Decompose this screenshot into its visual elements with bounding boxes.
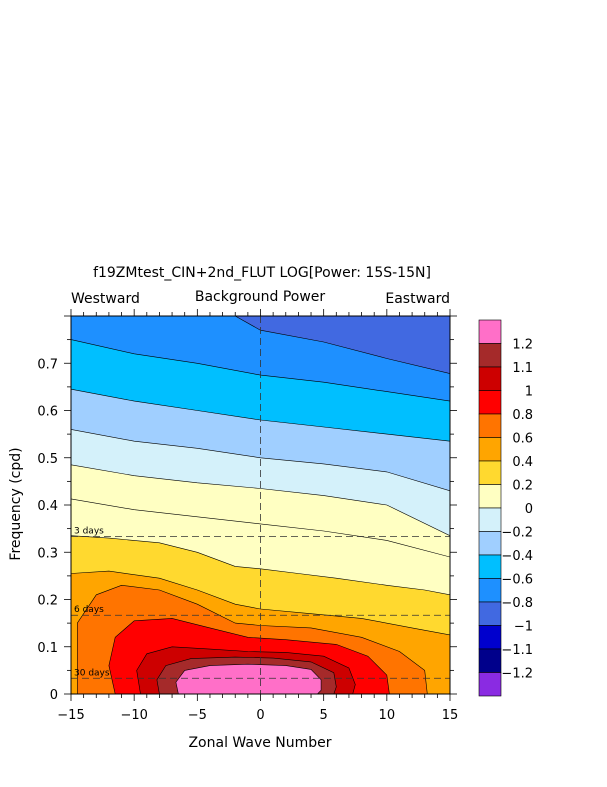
colorbar-label: 0.4 [512,455,533,470]
y-axis-label: Frequency (cpd) [8,447,24,560]
y-tick-label: 0.5 [37,452,58,467]
chart-subtitle: Background Power [195,289,326,305]
x-axis-label: Zonal Wave Number [188,735,331,751]
colorbar-swatch [478,390,502,415]
colorbar-swatch [478,437,502,462]
colorbar-swatch [478,601,502,626]
colorbar-label: −0.2 [501,526,533,541]
colorbar-swatch [478,507,502,532]
colorbar: 1.2 1.1 1 0.8 0.6 0.4 0.2 0 −0.2 −0.4 −0.6 −0.8 −1 −1… [478,319,533,697]
colorbar-swatch [478,413,502,438]
colorbar-label: −0.8 [501,596,533,611]
colorbar-swatch [478,578,502,603]
colorbar-swatch [478,343,502,368]
colorbar-label: 0.6 [512,432,533,447]
colorbar-swatch-bottom [478,672,502,697]
colorbar-swatch [478,484,502,509]
colorbar-swatch [478,625,502,650]
contour-band-6 [235,316,450,374]
colorbar-swatch [478,366,502,391]
colorbar-label: 1.1 [512,361,533,376]
y-tick-label: 0.2 [37,594,58,609]
colorbar-label: −0.4 [501,549,533,564]
y-tick-label: 0.4 [37,499,58,514]
x-tick-label: −10 [120,708,147,723]
colorbar-swatch [478,554,502,579]
y-tick-label: 0.7 [37,357,58,372]
colorbar-label: 0.2 [512,479,533,494]
reference-label-1: 3 days [74,527,104,537]
x-tick-label: −5 [188,708,207,723]
direction-label-eastward: Eastward [385,291,450,307]
colorbar-label: −0.6 [501,573,533,588]
y-tick-label: 0.1 [37,641,58,656]
colorbar-swatch [478,531,502,556]
contour-line-1 [232,316,450,374]
reference-label-2: 6 days [74,605,104,615]
contour-line-4 [71,429,450,492]
colorbar-label: −1.2 [501,667,533,682]
colorbar-swatch [478,460,502,485]
contour-line-6 [71,498,450,558]
colorbar-swatch [478,648,502,673]
x-tick-label: 0 [256,708,264,723]
chart-title: f19ZMtest_CIN+2nd_FLUT LOG[Power: 15S-15… [93,265,431,281]
reference-label-3: 30 days [74,668,110,678]
y-tick-label: 0 [50,688,58,703]
x-tick-label: 10 [379,708,396,723]
colorbar-label: 0 [525,502,533,517]
contour-fill-group [71,316,450,694]
x-tick-label: −15 [57,708,84,723]
colorbar-label: −1 [514,620,533,635]
colorbar-label: 1.2 [512,338,533,353]
colorbar-label: 1 [525,385,533,400]
colorbar-label: 0.8 [512,408,533,423]
contour-line-5 [71,464,450,536]
contour-region-7 [175,663,322,694]
x-tick-label: 5 [320,708,328,723]
x-tick-label: 15 [442,708,459,723]
colorbar-swatch [478,319,502,344]
direction-label-westward: Westward [71,291,140,307]
plot-area: 3 days 6 days 30 days −15 −10 −5 0 5 10 15 0 0.1 0.2… [37,309,459,723]
colorbar-label: −1.1 [501,643,533,658]
y-tick-label: 0.3 [37,546,58,561]
y-tick-label: 0.6 [37,405,58,420]
